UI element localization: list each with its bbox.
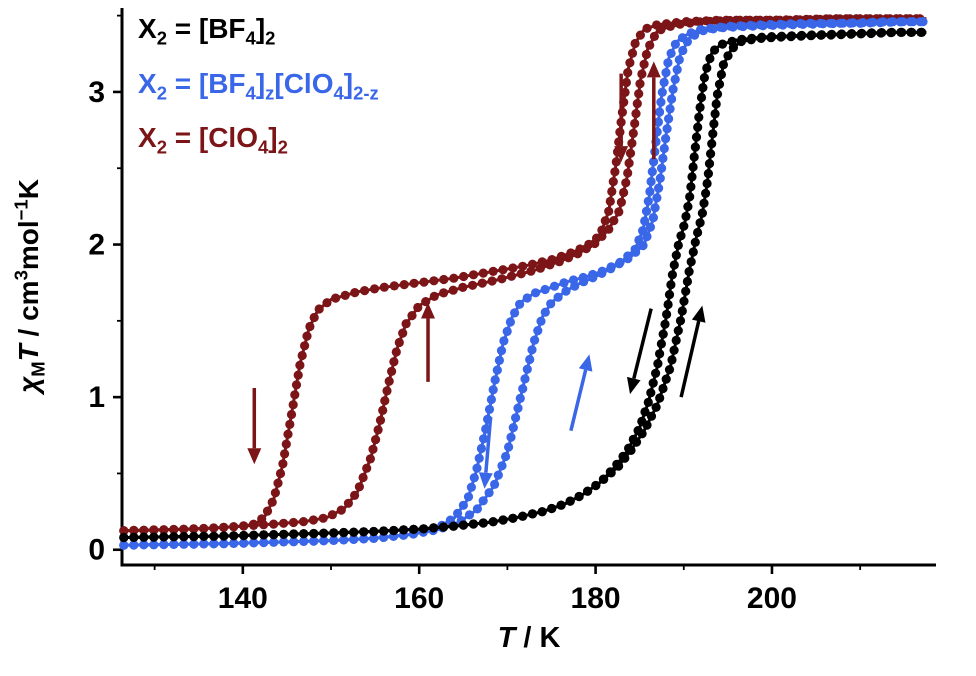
arrow-up-icon xyxy=(421,302,435,319)
legend-entry-bf4: X2 = [BF4]2 xyxy=(138,13,276,49)
x-axis-label: T / K xyxy=(497,622,561,654)
legend-entry-clo4: X2 = [ClO4]2 xyxy=(138,122,288,158)
arrow-up-icon xyxy=(646,61,661,78)
x-tick-label: 200 xyxy=(747,582,797,615)
ticks: 140 160 180 200 0 1 2 3 xyxy=(88,14,862,615)
series-bf4 xyxy=(119,27,927,543)
x-tick-label: 160 xyxy=(394,582,444,615)
arrow-down-icon xyxy=(627,376,641,395)
axes xyxy=(120,8,936,567)
y-tick-label: 2 xyxy=(88,229,105,262)
arrow-down-icon xyxy=(478,472,493,489)
legend-entry-mixed: X2 = [BF4]z[ClO4]2-z xyxy=(138,67,379,104)
legend: X2 = [BF4]2 X2 = [BF4]z[ClO4]2-z X2 = [ClO… xyxy=(138,6,379,170)
arrow-up-icon xyxy=(578,354,593,372)
y-axis-label: χMT / cm3mol−1K xyxy=(10,179,49,393)
y-tick-label: 0 xyxy=(88,534,105,567)
arrow-down-icon xyxy=(614,146,629,163)
y-tick-label: 1 xyxy=(88,381,105,414)
arrow-down-icon xyxy=(247,448,262,465)
x-tick-label: 180 xyxy=(571,582,621,615)
x-tick-label: 140 xyxy=(218,582,268,615)
direction-arrows xyxy=(247,61,706,489)
series-clo4 xyxy=(119,14,927,536)
y-tick-label: 3 xyxy=(88,76,105,109)
arrow-up-icon xyxy=(691,305,706,323)
series-mixed xyxy=(119,17,928,550)
